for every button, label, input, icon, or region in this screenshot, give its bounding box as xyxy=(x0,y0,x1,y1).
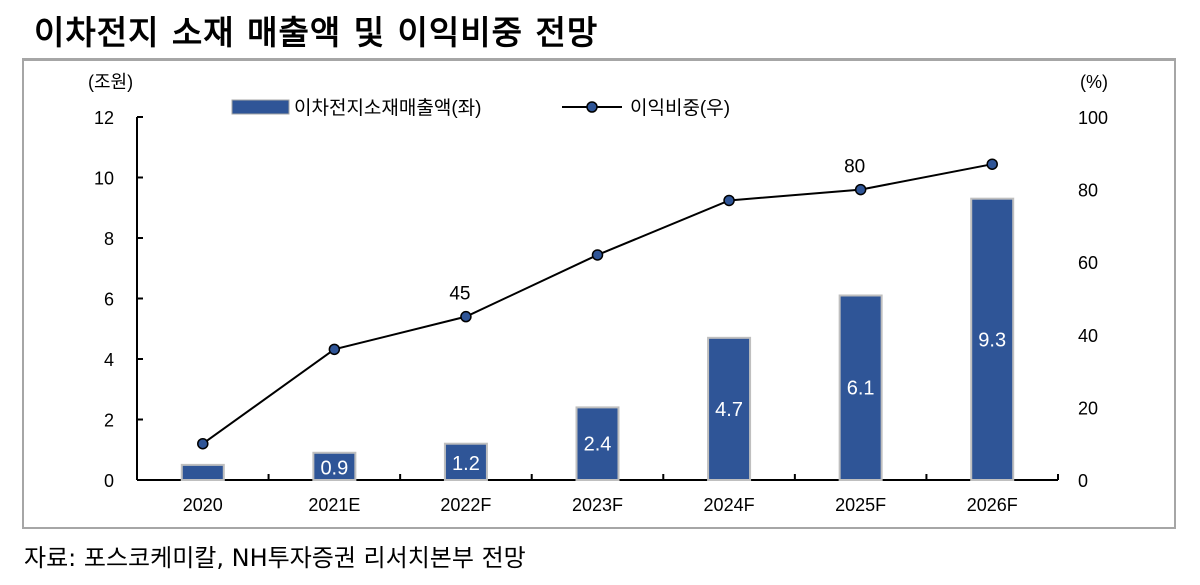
left-axis-tick-label: 8 xyxy=(104,229,114,249)
right-axis-tick-label: 60 xyxy=(1078,253,1098,273)
bar xyxy=(970,197,1015,482)
bar-data-label: 9.3 xyxy=(978,329,1006,351)
x-axis-tick-label: 2024F xyxy=(704,495,755,515)
bar xyxy=(180,463,225,481)
right-axis-tick-label: 80 xyxy=(1078,181,1098,201)
legend-line-marker xyxy=(586,101,598,113)
right-axis-unit: (%) xyxy=(1080,72,1108,92)
line-point xyxy=(460,310,472,323)
left-axis-tick-label: 10 xyxy=(94,169,114,189)
x-axis-tick-label: 2022F xyxy=(440,495,491,515)
bar-data-label: 0.9 xyxy=(320,457,348,479)
bar-data-label: 4.7 xyxy=(715,399,743,421)
line-point xyxy=(197,437,209,450)
line-point xyxy=(328,343,341,356)
x-axis-tick-label: 2021E xyxy=(308,495,360,515)
bar-data-label: 1.2 xyxy=(452,453,480,475)
x-axis-tick-label: 2025F xyxy=(835,495,886,515)
legend-bar-label: 이차전지소재매출액(좌) xyxy=(294,97,481,119)
line-point xyxy=(854,183,867,196)
line-point xyxy=(591,249,604,261)
x-axis-tick-label: 2020 xyxy=(183,495,223,515)
chart-frame xyxy=(22,58,1176,529)
left-axis-tick-label: 2 xyxy=(104,411,114,431)
right-axis-tick-label: 40 xyxy=(1078,326,1098,346)
left-axis-tick-label: 0 xyxy=(104,471,114,491)
source-note: 자료: 포스코케미칼, NH투자증권 리서치본부 전망 xyxy=(24,544,526,572)
bar-series: 0.9 1.2 2.4 4.7 6.1 9.3 xyxy=(180,197,1015,482)
legend: 이차전지소재매출액(좌) 이익비중(우) xyxy=(231,97,730,119)
bar xyxy=(707,336,752,482)
bar xyxy=(443,442,488,482)
right-axis-tick-label: 20 xyxy=(1078,398,1098,418)
line-data-label: 45 xyxy=(449,284,470,305)
line-point xyxy=(723,194,735,207)
bar xyxy=(575,406,620,481)
left-axis-unit: (조원) xyxy=(88,72,133,92)
left-axis-tick-label: 6 xyxy=(104,290,114,310)
line-data-label: 80 xyxy=(844,157,865,178)
bar-data-label: 2.4 xyxy=(584,434,612,456)
chart-title: 이차전지 소재 매출액 및 이익비중 전망 xyxy=(34,13,599,52)
x-axis-tick-label: 2023F xyxy=(572,495,623,515)
x-axis-tick-label: 2026F xyxy=(967,495,1018,515)
right-axis-tick-label: 100 xyxy=(1078,108,1108,128)
left-axis-tick-label: 12 xyxy=(94,108,114,128)
right-axis-tick-label: 0 xyxy=(1078,471,1088,491)
bar xyxy=(312,451,357,481)
legend-bar-swatch xyxy=(231,99,290,115)
left-axis-tick-label: 4 xyxy=(104,350,114,370)
line-point xyxy=(986,158,998,170)
bar-data-label: 6.1 xyxy=(847,378,875,400)
legend-line-label: 이익비중(우) xyxy=(630,97,730,119)
bar xyxy=(838,294,883,481)
right-axis: 0 20 40 60 80 100 xyxy=(1078,108,1108,491)
line-series: 45 80 xyxy=(197,157,998,450)
left-axis: 0 2 4 6 8 10 12 xyxy=(94,108,143,491)
